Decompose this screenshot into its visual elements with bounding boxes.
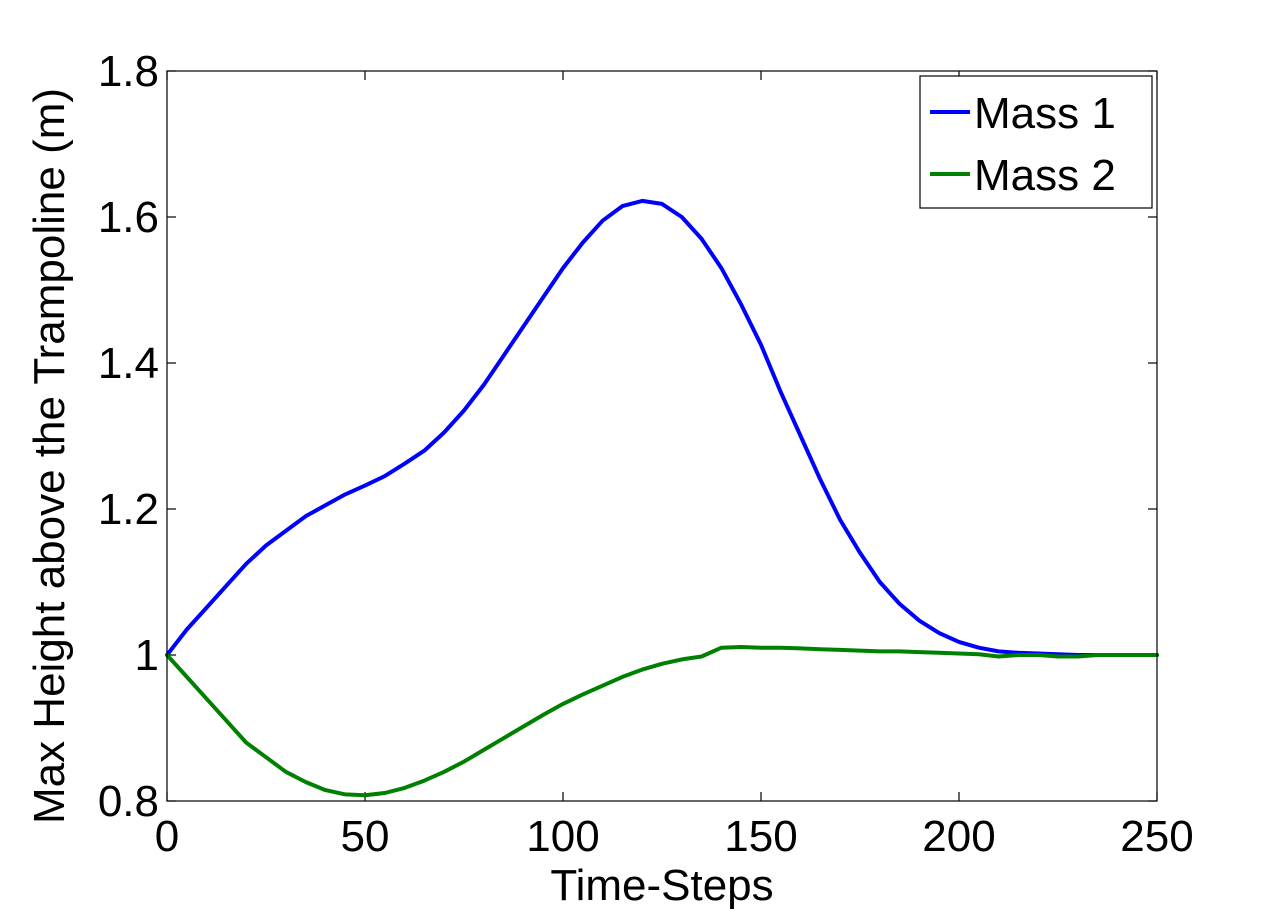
x-tick-label: 50 xyxy=(341,812,390,861)
x-tick-label: 100 xyxy=(526,812,599,861)
axes-frame xyxy=(166,70,1158,802)
y-tick-label: 1.2 xyxy=(98,485,159,534)
y-axis-title: Max Height above the Trampoline (m) xyxy=(25,88,74,824)
x-tick-label: 200 xyxy=(922,812,995,861)
series-layer xyxy=(165,198,1159,798)
x-tick-label: 0 xyxy=(155,812,179,861)
x-tick-label: 250 xyxy=(1120,812,1193,861)
series-line-1 xyxy=(165,198,1159,657)
legend: Mass 1 Mass 2 xyxy=(919,75,1153,209)
y-tick-label: 1.8 xyxy=(98,47,159,96)
y-tick-label: 0.8 xyxy=(98,777,159,826)
y-tick-label: 1.4 xyxy=(98,339,159,388)
y-tick-label: 1.6 xyxy=(98,193,159,242)
legend-label: Mass 2 xyxy=(974,151,1116,200)
y-tick-label: 1 xyxy=(135,631,159,680)
x-tick-label: 150 xyxy=(724,812,797,861)
legend-label: Mass 1 xyxy=(974,89,1116,138)
axis-ticks: 0 50 100 150 200 250 0.8 1 1.2 1.4 1.6 1.8 xyxy=(98,47,1194,861)
x-axis-title: Time-Steps xyxy=(550,861,773,910)
series-line-2 xyxy=(165,645,1159,798)
legend-box xyxy=(919,75,1153,209)
